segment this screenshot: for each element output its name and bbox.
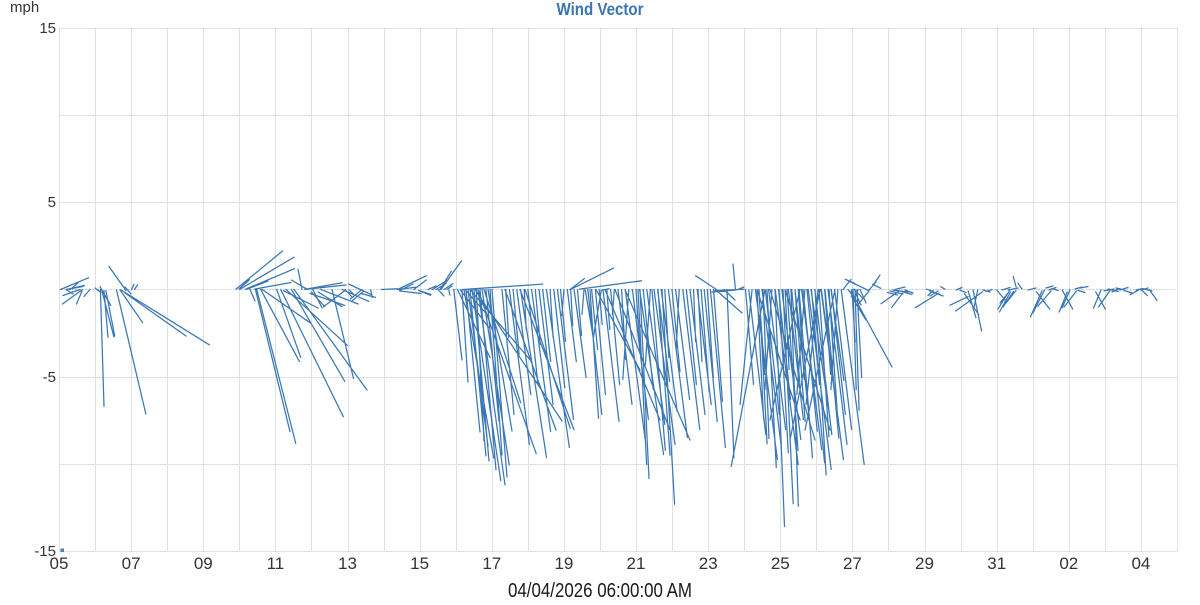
svg-text:21: 21 bbox=[627, 554, 646, 573]
svg-text:27: 27 bbox=[843, 554, 862, 573]
svg-text:04: 04 bbox=[1131, 554, 1150, 573]
svg-text:29: 29 bbox=[915, 554, 934, 573]
svg-text:Wind Vector: Wind Vector bbox=[557, 0, 644, 19]
svg-text:15: 15 bbox=[39, 20, 56, 37]
svg-text:19: 19 bbox=[554, 554, 573, 573]
svg-text:09: 09 bbox=[194, 554, 213, 573]
svg-text:25: 25 bbox=[771, 554, 790, 573]
svg-text:13: 13 bbox=[338, 554, 357, 573]
svg-text:04/04/2026 06:00:00 AM: 04/04/2026 06:00:00 AM bbox=[508, 580, 692, 600]
svg-text:-15: -15 bbox=[34, 543, 56, 560]
svg-text:mph: mph bbox=[10, 0, 39, 16]
svg-text:5: 5 bbox=[48, 194, 56, 211]
svg-text:-5: -5 bbox=[43, 369, 56, 386]
svg-text:15: 15 bbox=[410, 554, 429, 573]
svg-text:17: 17 bbox=[482, 554, 501, 573]
svg-text:02: 02 bbox=[1059, 554, 1078, 573]
svg-text:31: 31 bbox=[987, 554, 1006, 573]
svg-text:23: 23 bbox=[699, 554, 718, 573]
svg-text:07: 07 bbox=[122, 554, 141, 573]
svg-text:05: 05 bbox=[50, 554, 69, 573]
svg-text:11: 11 bbox=[267, 554, 285, 573]
